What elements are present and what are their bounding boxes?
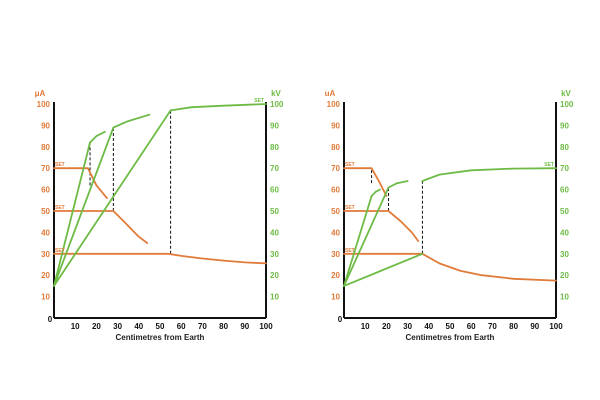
left-tick-label: 80 <box>41 143 50 152</box>
left-tick-label: 10 <box>331 293 340 302</box>
x-tick-label: 50 <box>446 322 455 331</box>
right-tick-label: 100 <box>560 100 574 109</box>
right-tick-label: 30 <box>560 250 569 259</box>
left-axis-unit: μA <box>35 89 46 98</box>
x-tick-label: 40 <box>424 322 433 331</box>
x-tick-label: 80 <box>509 322 518 331</box>
left-tick-label: 10 <box>41 293 50 302</box>
left-tick-label: 70 <box>41 164 50 173</box>
x-tick-label: 70 <box>198 322 207 331</box>
set-label-current: SET <box>345 162 355 168</box>
left-tick-label: 90 <box>41 121 50 130</box>
right-tick-label: 60 <box>560 186 569 195</box>
left-tick-label: 80 <box>331 143 340 152</box>
right-tick-label: 20 <box>270 271 279 280</box>
right-tick-label: 10 <box>560 293 569 302</box>
x-tick-label: 0 <box>338 315 343 324</box>
current-series-line <box>53 210 149 245</box>
right-axis-unit: kV <box>561 89 571 98</box>
set-label-current: SET <box>55 205 65 211</box>
left-tick-label: 70 <box>331 164 340 173</box>
x-tick-label: 50 <box>156 322 165 331</box>
voltage-series-line <box>343 252 424 287</box>
left-tick-label: 100 <box>37 100 51 109</box>
set-label-current: SET <box>345 205 355 211</box>
set-label-voltage: SET <box>254 98 264 104</box>
x-tick-label: 20 <box>382 322 391 331</box>
right-tick-label: 70 <box>270 164 279 173</box>
right-tick-label: 50 <box>560 207 569 216</box>
x-tick-label: 100 <box>259 322 273 331</box>
x-tick-label: 90 <box>240 322 249 331</box>
x-tick-label: 60 <box>177 322 186 331</box>
voltage-series-line <box>387 180 409 189</box>
set-label-current: SET <box>345 248 355 254</box>
current-series-line <box>343 252 557 282</box>
x-tick-label: 30 <box>113 322 122 331</box>
left-tick-label: 30 <box>41 250 50 259</box>
left-tick-label: 100 <box>327 100 341 109</box>
left-tick-label: 20 <box>41 271 50 280</box>
x-tick-label: 40 <box>134 322 143 331</box>
x-tick-label: 100 <box>549 322 563 331</box>
left-tick-label: 50 <box>41 207 50 216</box>
voltage-series-line <box>343 195 373 287</box>
left-tick-label: 30 <box>331 250 340 259</box>
right-tick-label: 90 <box>560 121 569 130</box>
left-tick-label: 60 <box>41 186 50 195</box>
x-tick-label: 10 <box>361 322 370 331</box>
x-tick-label: 0 <box>48 315 53 324</box>
current-series-line <box>53 252 267 265</box>
right-tick-label: 30 <box>270 250 279 259</box>
left-tick-label: 60 <box>331 186 340 195</box>
right-tick-label: 100 <box>270 100 284 109</box>
right-tick-label: 10 <box>270 293 279 302</box>
right-axis-unit: kV <box>271 89 281 98</box>
right-tick-label: 70 <box>560 164 569 173</box>
x-tick-label: 70 <box>488 322 497 331</box>
voltage-series-line <box>112 113 151 129</box>
left-tick-label: 50 <box>331 207 340 216</box>
voltage-series-line <box>53 109 172 287</box>
set-label-current: SET <box>55 248 65 254</box>
left-axis-unit: uA <box>325 89 336 98</box>
left-tick-label: 90 <box>331 121 340 130</box>
right-tick-label: 60 <box>270 186 279 195</box>
x-tick-label: 10 <box>71 322 80 331</box>
right-tick-label: 50 <box>270 207 279 216</box>
right-tick-label: 80 <box>560 143 569 152</box>
right-tick-label: 40 <box>560 228 569 237</box>
left-tick-label: 20 <box>331 271 340 280</box>
right-tick-label: 90 <box>270 121 279 130</box>
x-tick-label: 20 <box>92 322 101 331</box>
voltage-series-line <box>370 188 381 197</box>
x-tick-label: 30 <box>403 322 412 331</box>
x-axis-title: Centimetres from Earth <box>116 333 205 342</box>
chart-left: 0 10 20 30 40 50 60 70 80 90 100 Centimetres from E… <box>35 89 284 342</box>
voltage-series-line <box>169 103 267 112</box>
chart-right: 0 10 20 30 40 50 60 70 80 90 100 Centimetres from E… <box>325 89 574 342</box>
current-series-line <box>343 210 420 242</box>
right-tick-label: 80 <box>270 143 279 152</box>
x-tick-label: 60 <box>467 322 476 331</box>
set-label-voltage: SET <box>544 162 554 168</box>
left-tick-label: 40 <box>331 228 340 237</box>
current-series-line <box>343 167 388 197</box>
x-tick-label: 90 <box>530 322 539 331</box>
voltage-series-line <box>53 126 115 287</box>
x-axis-title: Centimetres from Earth <box>406 333 495 342</box>
x-tick-label: 80 <box>219 322 228 331</box>
left-tick-label: 40 <box>41 228 50 237</box>
right-tick-label: 40 <box>270 228 279 237</box>
voltage-series-line <box>343 186 390 287</box>
voltage-series-line <box>89 130 106 144</box>
voltage-series-line <box>53 141 91 287</box>
right-tick-label: 20 <box>560 271 569 280</box>
voltage-series-line <box>421 167 557 182</box>
set-label-current: SET <box>55 162 65 168</box>
current-series-line <box>53 167 108 200</box>
